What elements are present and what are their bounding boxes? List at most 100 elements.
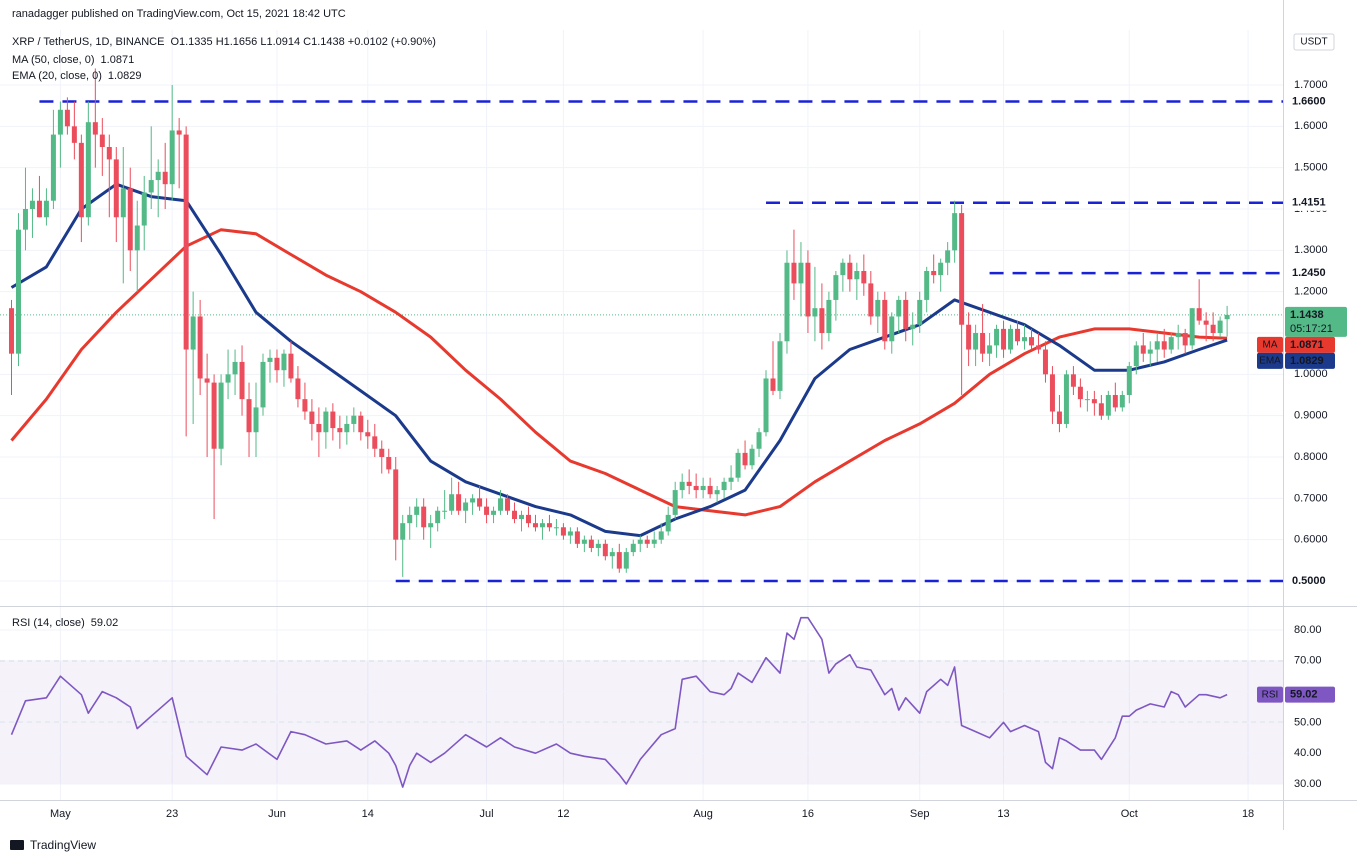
candle-body	[805, 262, 811, 317]
y-tick-label: 1.7000	[1294, 79, 1328, 91]
candle-body	[288, 353, 294, 379]
candle-body	[966, 324, 972, 350]
y-tick-label: 30.00	[1294, 778, 1322, 790]
candle-body	[924, 270, 930, 300]
series-tag-label: EMA	[1259, 356, 1281, 367]
y-tick-label: 1.2000	[1294, 286, 1328, 298]
publisher-header: ranadagger published on TradingView.com,…	[12, 8, 346, 20]
candle-body	[1210, 324, 1216, 334]
legend-series-value: 1.0871	[101, 54, 135, 66]
candle-body	[344, 423, 350, 433]
candle-body	[309, 411, 315, 424]
candle-body	[183, 134, 189, 350]
candle-body	[1119, 395, 1125, 408]
candle-body	[71, 126, 77, 143]
candle-body	[1049, 374, 1055, 412]
candle-body	[365, 432, 371, 437]
level-label: 1.2450	[1292, 267, 1326, 279]
candle-body	[148, 180, 154, 193]
candle-body	[994, 328, 1000, 346]
candle-body	[1022, 337, 1028, 342]
candle-body	[602, 543, 608, 557]
candle-body	[85, 122, 91, 218]
candle-body	[609, 552, 615, 557]
series-tag-label: RSI	[1262, 689, 1279, 700]
level-badge	[1285, 573, 1335, 590]
candle-body	[449, 494, 455, 511]
candle-body	[581, 539, 587, 544]
level-badge	[1285, 194, 1335, 211]
countdown-label: 05:17:21	[1290, 323, 1333, 335]
candle-body	[386, 457, 392, 470]
candle-body	[847, 262, 853, 280]
x-tick-label: 23	[166, 808, 178, 820]
candle-body	[1168, 337, 1174, 350]
candle-body	[1161, 341, 1167, 350]
candle-body	[931, 270, 937, 276]
candle-body	[1112, 395, 1118, 408]
price-badge-label: 1.0871	[1290, 339, 1324, 351]
y-tick-label: 0.9000	[1294, 410, 1328, 422]
candle-body	[861, 270, 867, 284]
candle-body	[36, 200, 42, 218]
candle-body	[567, 531, 573, 536]
candle-body	[477, 498, 483, 507]
candle-body	[973, 333, 979, 350]
candle-body	[484, 506, 490, 515]
candle-body	[854, 270, 860, 280]
series-tag	[1257, 686, 1283, 703]
candle-body	[197, 316, 203, 379]
candle-body	[218, 382, 224, 449]
candle-body	[491, 510, 497, 515]
candle-body	[162, 171, 168, 185]
candle-body	[323, 411, 329, 433]
candle-body	[917, 299, 923, 325]
candle-body	[784, 262, 790, 342]
candle-body	[742, 452, 748, 466]
candle-body	[141, 192, 147, 226]
legend-series: EMA (20, close, 0)	[12, 70, 102, 82]
candle-body	[1001, 328, 1007, 350]
candle-body	[358, 415, 364, 433]
candle-body	[1105, 395, 1111, 416]
candle-body	[316, 423, 322, 433]
candle-body	[428, 523, 434, 528]
series-line	[10, 616, 1228, 788]
candle-body	[351, 415, 357, 424]
x-tick-label: 14	[362, 808, 374, 820]
legend-indicator-value: 59.02	[91, 617, 119, 629]
candle-body	[505, 498, 511, 511]
candle-body	[512, 510, 518, 520]
x-tick-label: Aug	[693, 808, 713, 820]
level-badge	[1285, 93, 1335, 110]
candle-body	[43, 200, 49, 218]
candle-body	[959, 213, 965, 325]
candle-body	[819, 308, 825, 334]
candle-body	[637, 539, 643, 544]
last-price-badge	[1285, 306, 1347, 337]
candle-body	[658, 531, 664, 540]
candle-body	[1140, 345, 1146, 354]
candle-body	[239, 361, 245, 400]
candle-body	[868, 283, 874, 317]
x-tick-label: 16	[802, 808, 814, 820]
candle-body	[407, 514, 413, 524]
candle-body	[127, 188, 133, 251]
candle-body	[498, 498, 504, 511]
x-tick-label: 12	[557, 808, 569, 820]
candle-body	[980, 333, 986, 354]
candle-body	[672, 490, 678, 515]
x-tick-label: Jun	[268, 808, 286, 820]
candle-body	[253, 407, 259, 433]
candle-body	[29, 200, 35, 209]
candle-body	[442, 510, 448, 512]
candle-body	[630, 543, 636, 553]
candle-body	[281, 353, 287, 371]
candle-body	[777, 341, 783, 391]
y-tick-label: 50.00	[1294, 716, 1322, 728]
candle-body	[1008, 328, 1014, 350]
legend-series: MA (50, close, 0)	[12, 54, 95, 66]
indicator-badge-label: 59.02	[1290, 689, 1318, 701]
